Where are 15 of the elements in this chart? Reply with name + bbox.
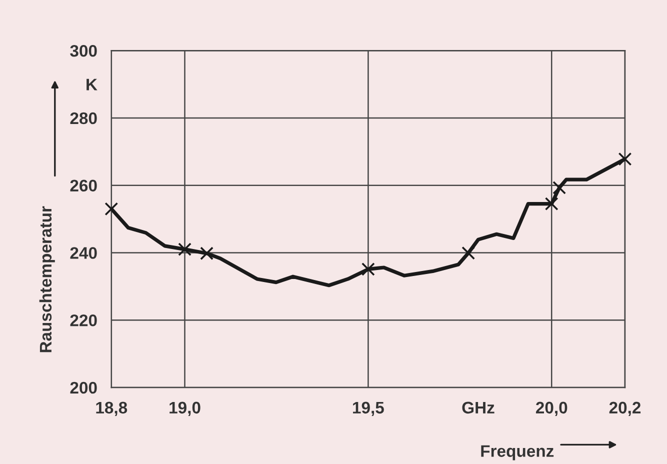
y-axis-title: Rauschtemperatur	[39, 206, 55, 352]
x-axis-title: Frequenz	[481, 445, 554, 460]
y-tick-label: 260	[70, 180, 97, 192]
y-tick-label: 300	[70, 44, 97, 57]
y-tick-label: K	[86, 78, 98, 90]
x-tick-label: GHz	[462, 402, 494, 414]
x-tick-label: 20,0	[536, 402, 568, 416]
x-tick-label: 20,2	[609, 402, 641, 416]
y-tick-label: 280	[70, 112, 97, 124]
x-tick-label: 19,0	[170, 402, 200, 416]
x-tick-label: 18,8	[96, 402, 128, 416]
y-tick-label: 200	[70, 382, 97, 394]
x-tick-label: 19,5	[353, 402, 384, 416]
y-tick-label: 240	[70, 247, 97, 259]
y-tick-label: 220	[70, 314, 97, 326]
